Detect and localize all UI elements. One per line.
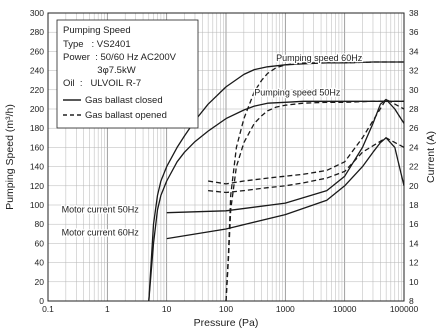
legend-box: [56, 19, 199, 129]
legend-title: Pumping Speed: [63, 25, 131, 36]
y-left-tick-label: 220: [30, 85, 44, 95]
curve-label: Motor current 50Hz: [62, 205, 140, 215]
curve-label: Pumping speed 50Hz: [254, 88, 341, 98]
y-left-tick-label: 60: [35, 238, 45, 248]
y-right-tick-label: 14: [409, 238, 419, 248]
y-right-tick-label: 16: [409, 219, 419, 229]
tick-labels: 0.1 1 10 100 1000 10000 100000 0 20 40 60 80 100 120 1…: [30, 8, 419, 314]
y-right-tick-label: 34: [409, 46, 419, 56]
y-left-tick-label: 300: [30, 8, 44, 18]
y-left-tick-label: 0: [39, 296, 44, 306]
x-axis-title: Pressure (Pa): [194, 317, 259, 329]
series-line-7: [207, 98, 405, 185]
y-left-tick-label: 120: [30, 181, 44, 191]
y-right-tick-label: 30: [409, 85, 419, 95]
series-line-4: [225, 100, 404, 302]
y-left-tick-label: 160: [30, 142, 44, 152]
x-tick-label: 0.1: [42, 304, 54, 314]
y-axis-right-title: Current (A): [425, 131, 437, 183]
y-left-tick-label: 80: [35, 219, 45, 229]
x-tick-label: 1: [105, 304, 110, 314]
legend-power-line: Power : 50/60 Hz AC200V: [63, 52, 177, 63]
curve-annotations: Pumping speed 60Hz Pumping speed 50Hz Moto…: [60, 52, 364, 239]
y-left-tick-label: 140: [30, 162, 44, 172]
y-left-tick-label: 280: [30, 27, 44, 37]
y-axis-left-title: Pumping Speed (m³/h): [4, 104, 16, 210]
y-left-tick-label: 200: [30, 104, 44, 114]
legend-oil-line: Oil : ULVOIL R-7: [63, 78, 141, 89]
y-left-tick-label: 100: [30, 200, 44, 210]
y-right-tick-label: 24: [409, 142, 419, 152]
curves: [148, 61, 405, 302]
y-right-tick-label: 22: [409, 162, 419, 172]
x-tick-label: 10000: [333, 304, 357, 314]
legend-entry-gas-ballast-opened: Gas ballast opened: [85, 110, 167, 121]
legend-entry-gas-ballast-closed: Gas ballast closed: [85, 95, 163, 106]
legend-power-rating-line: 3φ7.5kW: [63, 65, 136, 76]
y-left-tick-label: 260: [30, 46, 44, 56]
x-tick-label: 100000: [390, 304, 419, 314]
curve-label: Motor current 60Hz: [62, 228, 140, 238]
y-right-tick-label: 38: [409, 8, 419, 18]
y-left-tick-label: 20: [35, 277, 45, 287]
series-line-6: [166, 137, 405, 240]
y-right-tick-label: 28: [409, 104, 419, 114]
x-tick-label: 1000: [276, 304, 295, 314]
y-right-tick-label: 8: [409, 296, 414, 306]
y-left-tick-label: 180: [30, 123, 44, 133]
legend-type-line: Type : VS2401: [63, 39, 131, 50]
y-left-tick-label: 240: [30, 66, 44, 76]
series-line-5: [166, 98, 405, 214]
legend: Pumping Speed Type : VS2401 Power : 50/6…: [56, 19, 199, 129]
y-right-tick-label: 10: [409, 277, 419, 287]
series-line-3: [225, 61, 404, 302]
y-right-tick-label: 36: [409, 27, 419, 37]
y-right-tick-label: 32: [409, 66, 419, 76]
y-right-tick-label: 18: [409, 200, 419, 210]
y-right-tick-label: 26: [409, 123, 419, 133]
x-tick-label: 100: [219, 304, 233, 314]
y-right-tick-label: 12: [409, 258, 419, 268]
y-right-tick-label: 20: [409, 181, 419, 191]
y-left-tick-label: 40: [35, 258, 45, 268]
x-tick-label: 10: [162, 304, 172, 314]
curve-label: Pumping speed 60Hz: [276, 53, 363, 63]
series-line-2: [148, 100, 404, 302]
